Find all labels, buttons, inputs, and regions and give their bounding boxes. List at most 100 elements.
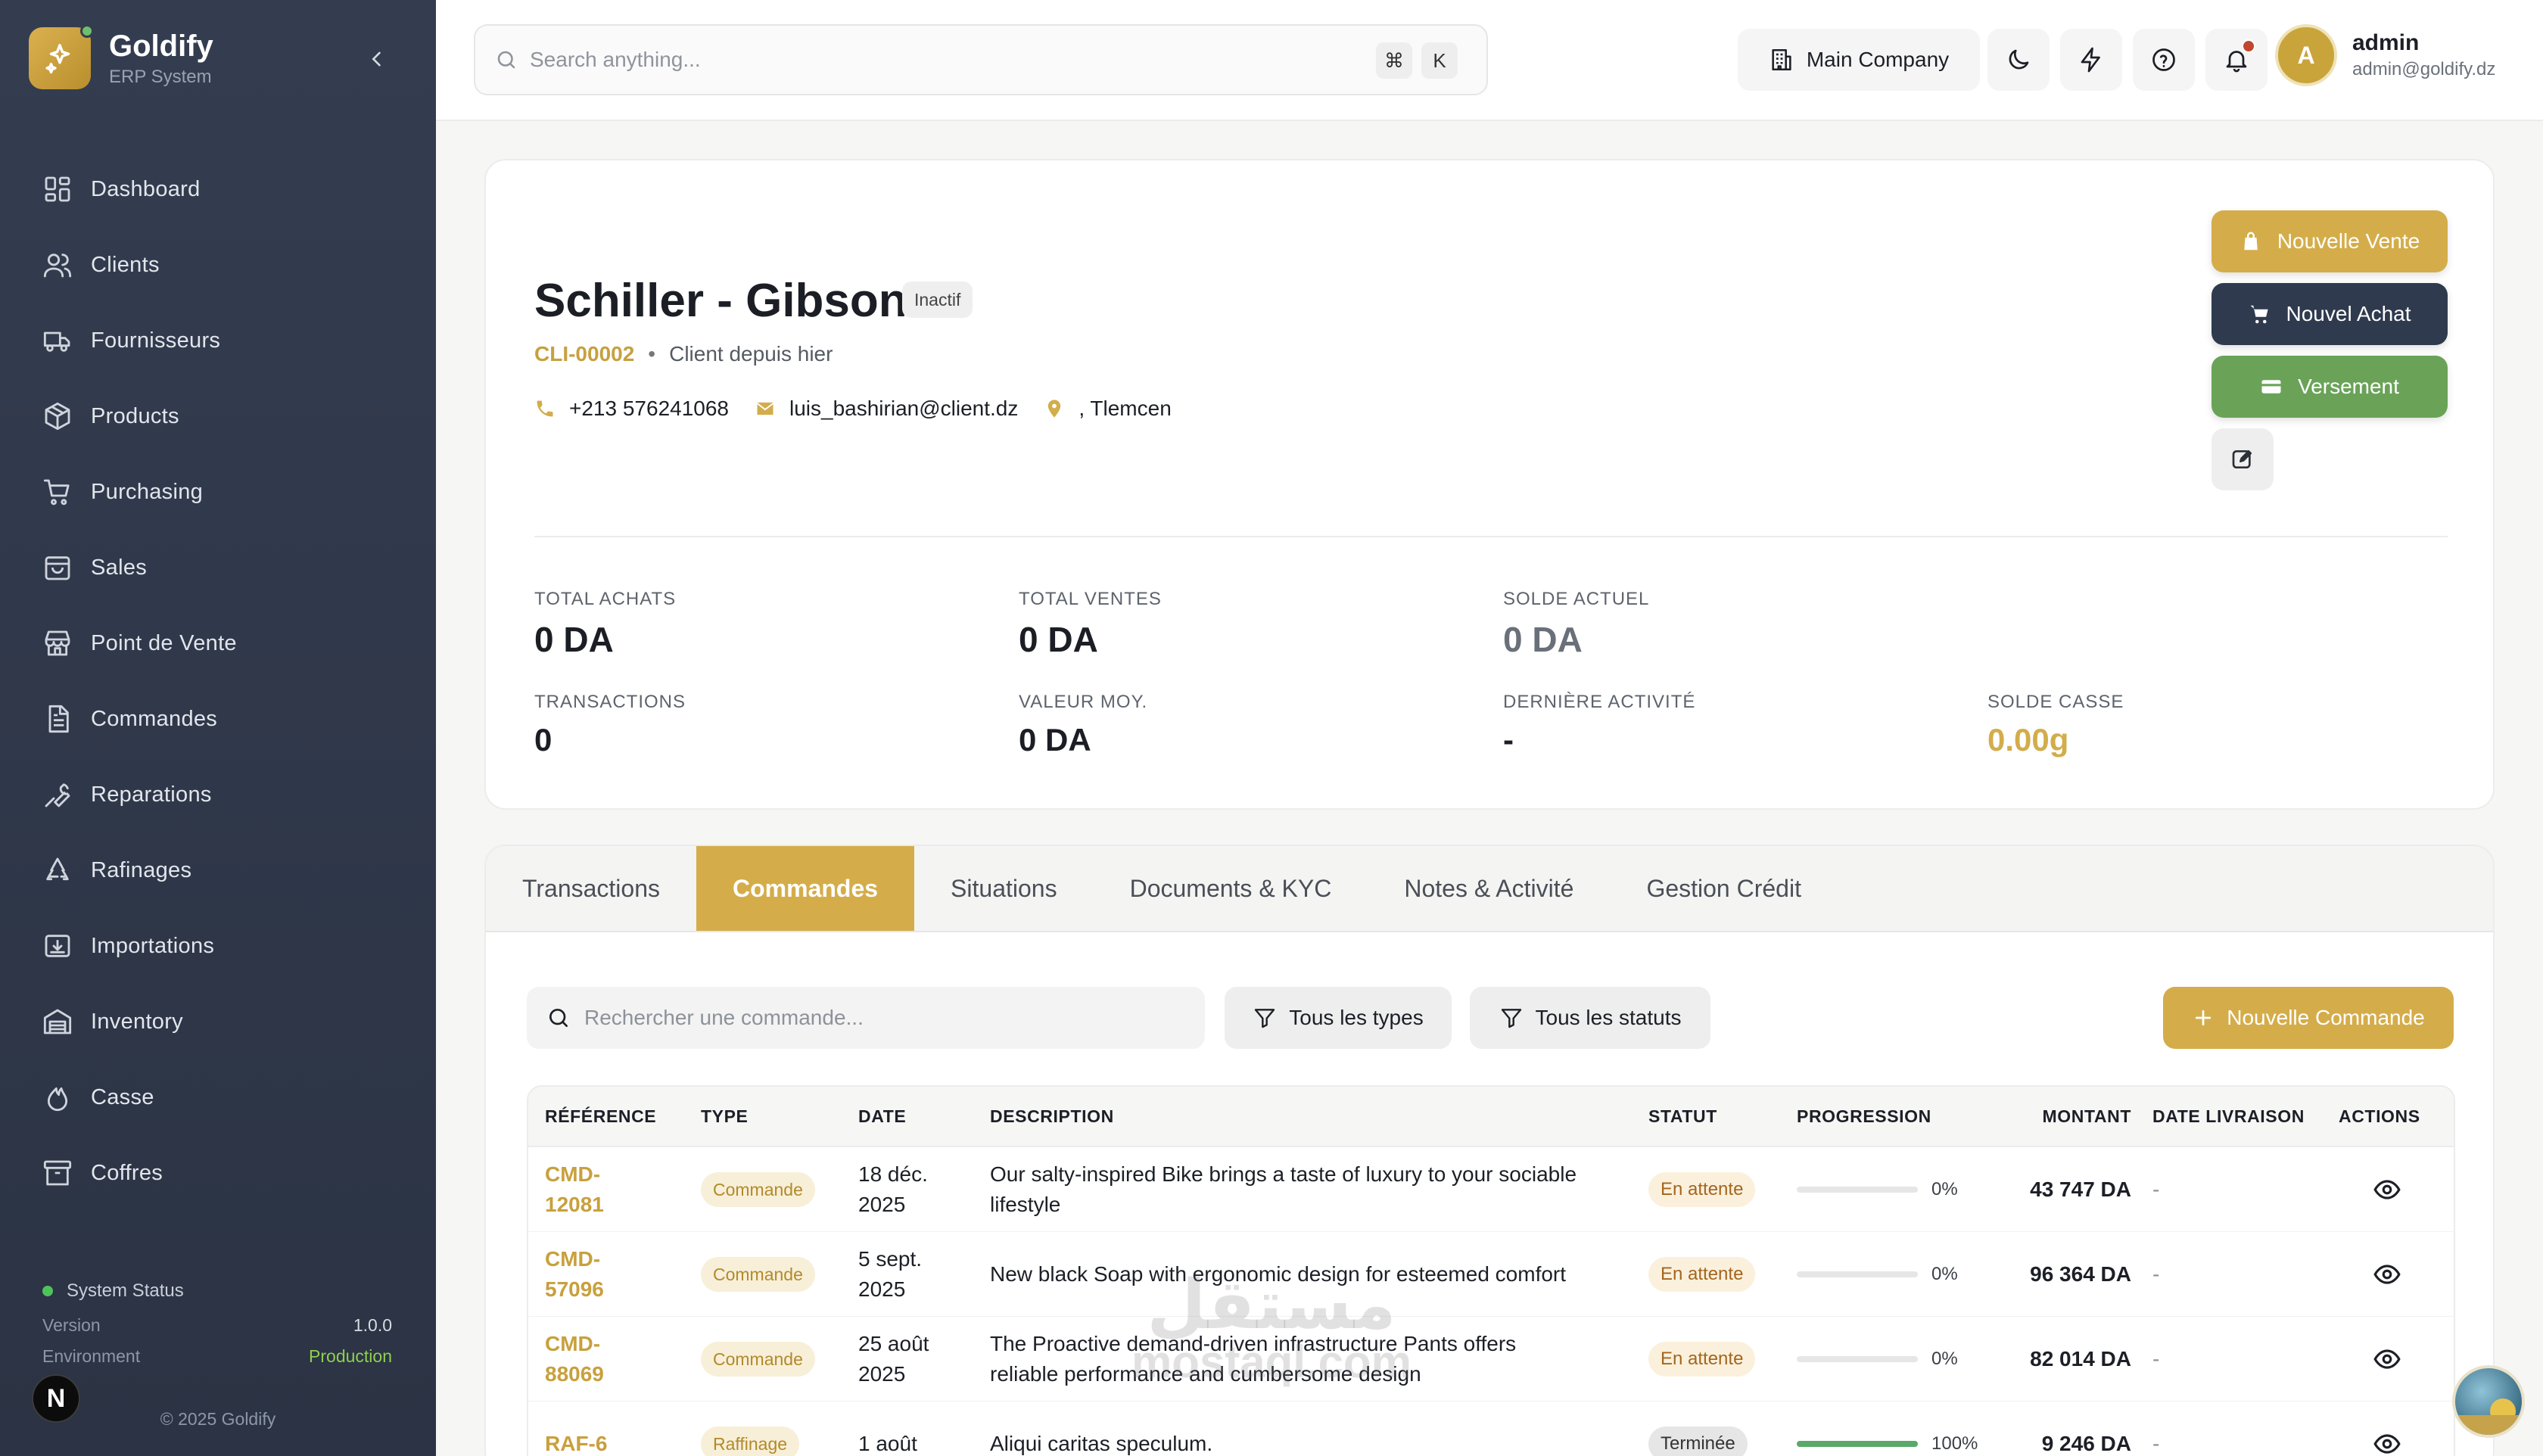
sidebar-item-label: Point de Vente <box>91 630 237 655</box>
tab-transactions[interactable]: Transactions <box>522 874 660 902</box>
copyright: © 2025 Goldify <box>160 1409 276 1429</box>
tab-commandes[interactable]: Commandes <box>696 846 915 931</box>
new-order-button[interactable]: Nouvelle Commande <box>2163 987 2454 1049</box>
stat-value: 0 <box>534 722 552 758</box>
cart-icon <box>43 479 70 506</box>
sidebar-item-inventory[interactable]: Inventory <box>0 984 436 1059</box>
table-row[interactable]: CMD- 12081 Commande 18 déc. 2025 Our salty… <box>528 1147 2454 1232</box>
stat-label: TOTAL ACHATS <box>534 589 677 609</box>
sidebar-item-fournisseurs[interactable]: Fournisseurs <box>0 303 436 378</box>
n-badge[interactable]: N <box>32 1374 80 1423</box>
order-reference-link[interactable]: CMD- 12081 <box>545 1162 604 1216</box>
stat-label: DERNIÈRE ACTIVITÉ <box>1503 692 1696 712</box>
sidebar-item-sales[interactable]: Sales <box>0 530 436 605</box>
order-date: 25 août <box>858 1331 929 1355</box>
delivery-date: - <box>2152 1177 2160 1201</box>
avatar: A <box>2275 24 2337 86</box>
stat-solde-casse: SOLDE CASSE 0.00g <box>1987 692 2124 758</box>
quick-actions-button[interactable] <box>2060 29 2122 91</box>
stat-label: VALEUR MOY. <box>1019 692 1148 712</box>
filter-status-button[interactable]: Tous les statuts <box>1470 987 1710 1049</box>
sidebar-item-rafinages[interactable]: Rafinages <box>0 832 436 908</box>
client-actions: Nouvelle Vente Nouvel Achat Versement <box>2212 210 2448 490</box>
sidebar-item-dashboard[interactable]: Dashboard <box>0 151 436 227</box>
table-row[interactable]: CMD- 57096 Commande 5 sept. 2025 New black… <box>528 1232 2454 1317</box>
sidebar-item-importations[interactable]: Importations <box>0 908 436 984</box>
sidebar-item-reparations[interactable]: Reparations <box>0 757 436 832</box>
order-reference-link[interactable]: CMD- 88069 <box>545 1332 604 1386</box>
eye-icon[interactable] <box>2373 1345 2401 1374</box>
bell-icon <box>2226 51 2247 73</box>
column-header[interactable]: MONTANT <box>2042 1106 2131 1126</box>
global-search-input[interactable]: Search anything... ⌘ K <box>474 24 1488 95</box>
notifications-button[interactable] <box>2205 29 2268 91</box>
sidebar-item-commandes[interactable]: Commandes <box>0 681 436 757</box>
sidebar-item-purchasing[interactable]: Purchasing <box>0 454 436 530</box>
assistant-avatar-button[interactable] <box>2452 1365 2525 1438</box>
order-amount: 96 364 DA <box>2030 1262 2131 1286</box>
column-header[interactable]: DATE <box>858 1106 907 1126</box>
payment-label: Versement <box>2298 375 2399 398</box>
order-search-input[interactable]: Rechercher une commande... <box>527 987 1205 1049</box>
new-purchase-button[interactable]: Nouvel Achat <box>2212 283 2448 345</box>
filter-status-label: Tous les statuts <box>1535 1006 1682 1029</box>
column-header[interactable]: PROGRESSION <box>1797 1106 1931 1126</box>
archive-icon <box>43 1160 72 1186</box>
eye-icon[interactable] <box>2373 1260 2401 1289</box>
tab-bar: Transactions Commandes Situations Docume… <box>486 846 2493 932</box>
client-address: , Tlemcen <box>1079 397 1172 420</box>
online-dot <box>80 24 94 38</box>
chevron-left-icon <box>372 51 381 67</box>
filter-types-button[interactable]: Tous les types <box>1225 987 1452 1049</box>
sidebar-item-point-de-vente[interactable]: Point de Vente <box>0 605 436 681</box>
tab-situations[interactable]: Situations <box>951 874 1057 902</box>
tab-gestion-credit[interactable]: Gestion Crédit <box>1646 874 1801 902</box>
order-reference-link[interactable]: RAF-6 <box>545 1431 608 1455</box>
divider <box>534 536 2448 537</box>
status-dot <box>42 1286 53 1296</box>
watermark-latin: mostaql.com <box>1131 1336 1412 1387</box>
sidebar-item-label: Dashboard <box>91 176 201 201</box>
users-icon <box>43 254 72 278</box>
client-phone[interactable]: +213 576241068 <box>569 397 729 420</box>
notification-dot <box>2242 39 2255 53</box>
order-reference-link[interactable]: CMD- 57096 <box>545 1247 604 1301</box>
help-button[interactable] <box>2133 29 2195 91</box>
column-header[interactable]: STATUT <box>1648 1106 1717 1126</box>
sidebar-item-products[interactable]: Products <box>0 378 436 454</box>
collapse-sidebar-button[interactable] <box>363 45 391 73</box>
new-purchase-label: Nouvel Achat <box>2286 302 2411 325</box>
brand[interactable]: Goldify ERP System <box>29 24 213 89</box>
sidebar-item-coffres[interactable]: Coffres <box>0 1135 436 1211</box>
company-switcher-button[interactable]: Main Company <box>1738 29 1980 91</box>
tab-documents-kyc[interactable]: Documents & KYC <box>1129 874 1332 902</box>
search-icon <box>497 51 515 69</box>
edit-client-button[interactable] <box>2212 428 2274 490</box>
user-menu[interactable]: A admin admin@goldify.dz <box>2275 24 2495 86</box>
column-header[interactable]: RÉFÉRENCE <box>545 1106 657 1126</box>
table-row[interactable]: RAF-6 Raffinage 1 août Aliqui caritas sp… <box>528 1402 2454 1456</box>
system-status: System Status Version 1.0.0 Environment Pr… <box>42 1280 392 1377</box>
theme-toggle-button[interactable] <box>1987 29 2050 91</box>
table-header: RÉFÉRENCE TYPE DATE DESCRIPTION STATUT P… <box>528 1087 2454 1147</box>
eye-icon[interactable] <box>2373 1430 2401 1456</box>
column-header[interactable]: TYPE <box>701 1106 749 1126</box>
stat-value: 0 DA <box>534 620 614 659</box>
column-header[interactable]: DATE LIVRAISON <box>2152 1106 2305 1126</box>
ref-part: CMD- <box>545 1246 601 1271</box>
progress-label: 0% <box>1931 1263 1958 1284</box>
eye-icon[interactable] <box>2373 1175 2401 1204</box>
new-sale-button[interactable]: Nouvelle Vente <box>2212 210 2448 272</box>
progress-fill <box>1797 1440 1918 1447</box>
sidebar-item-casse[interactable]: Casse <box>0 1059 436 1135</box>
sidebar-item-clients[interactable]: Clients <box>0 227 436 303</box>
table-row[interactable]: CMD- 88069 Commande 25 août 2025 The Proac… <box>528 1317 2454 1402</box>
sidebar-item-label: Coffres <box>91 1160 163 1185</box>
order-amount: 43 747 DA <box>2030 1177 2131 1201</box>
payment-button[interactable]: Versement <box>2212 356 2448 418</box>
progress-bar <box>1797 1355 1918 1362</box>
column-header[interactable]: DESCRIPTION <box>990 1106 1114 1126</box>
watermark: مستقل mostaql.com <box>1113 1271 1430 1385</box>
tab-notes-activite[interactable]: Notes & Activité <box>1404 874 1574 902</box>
client-email[interactable]: luis_bashirian@client.dz <box>789 397 1019 420</box>
